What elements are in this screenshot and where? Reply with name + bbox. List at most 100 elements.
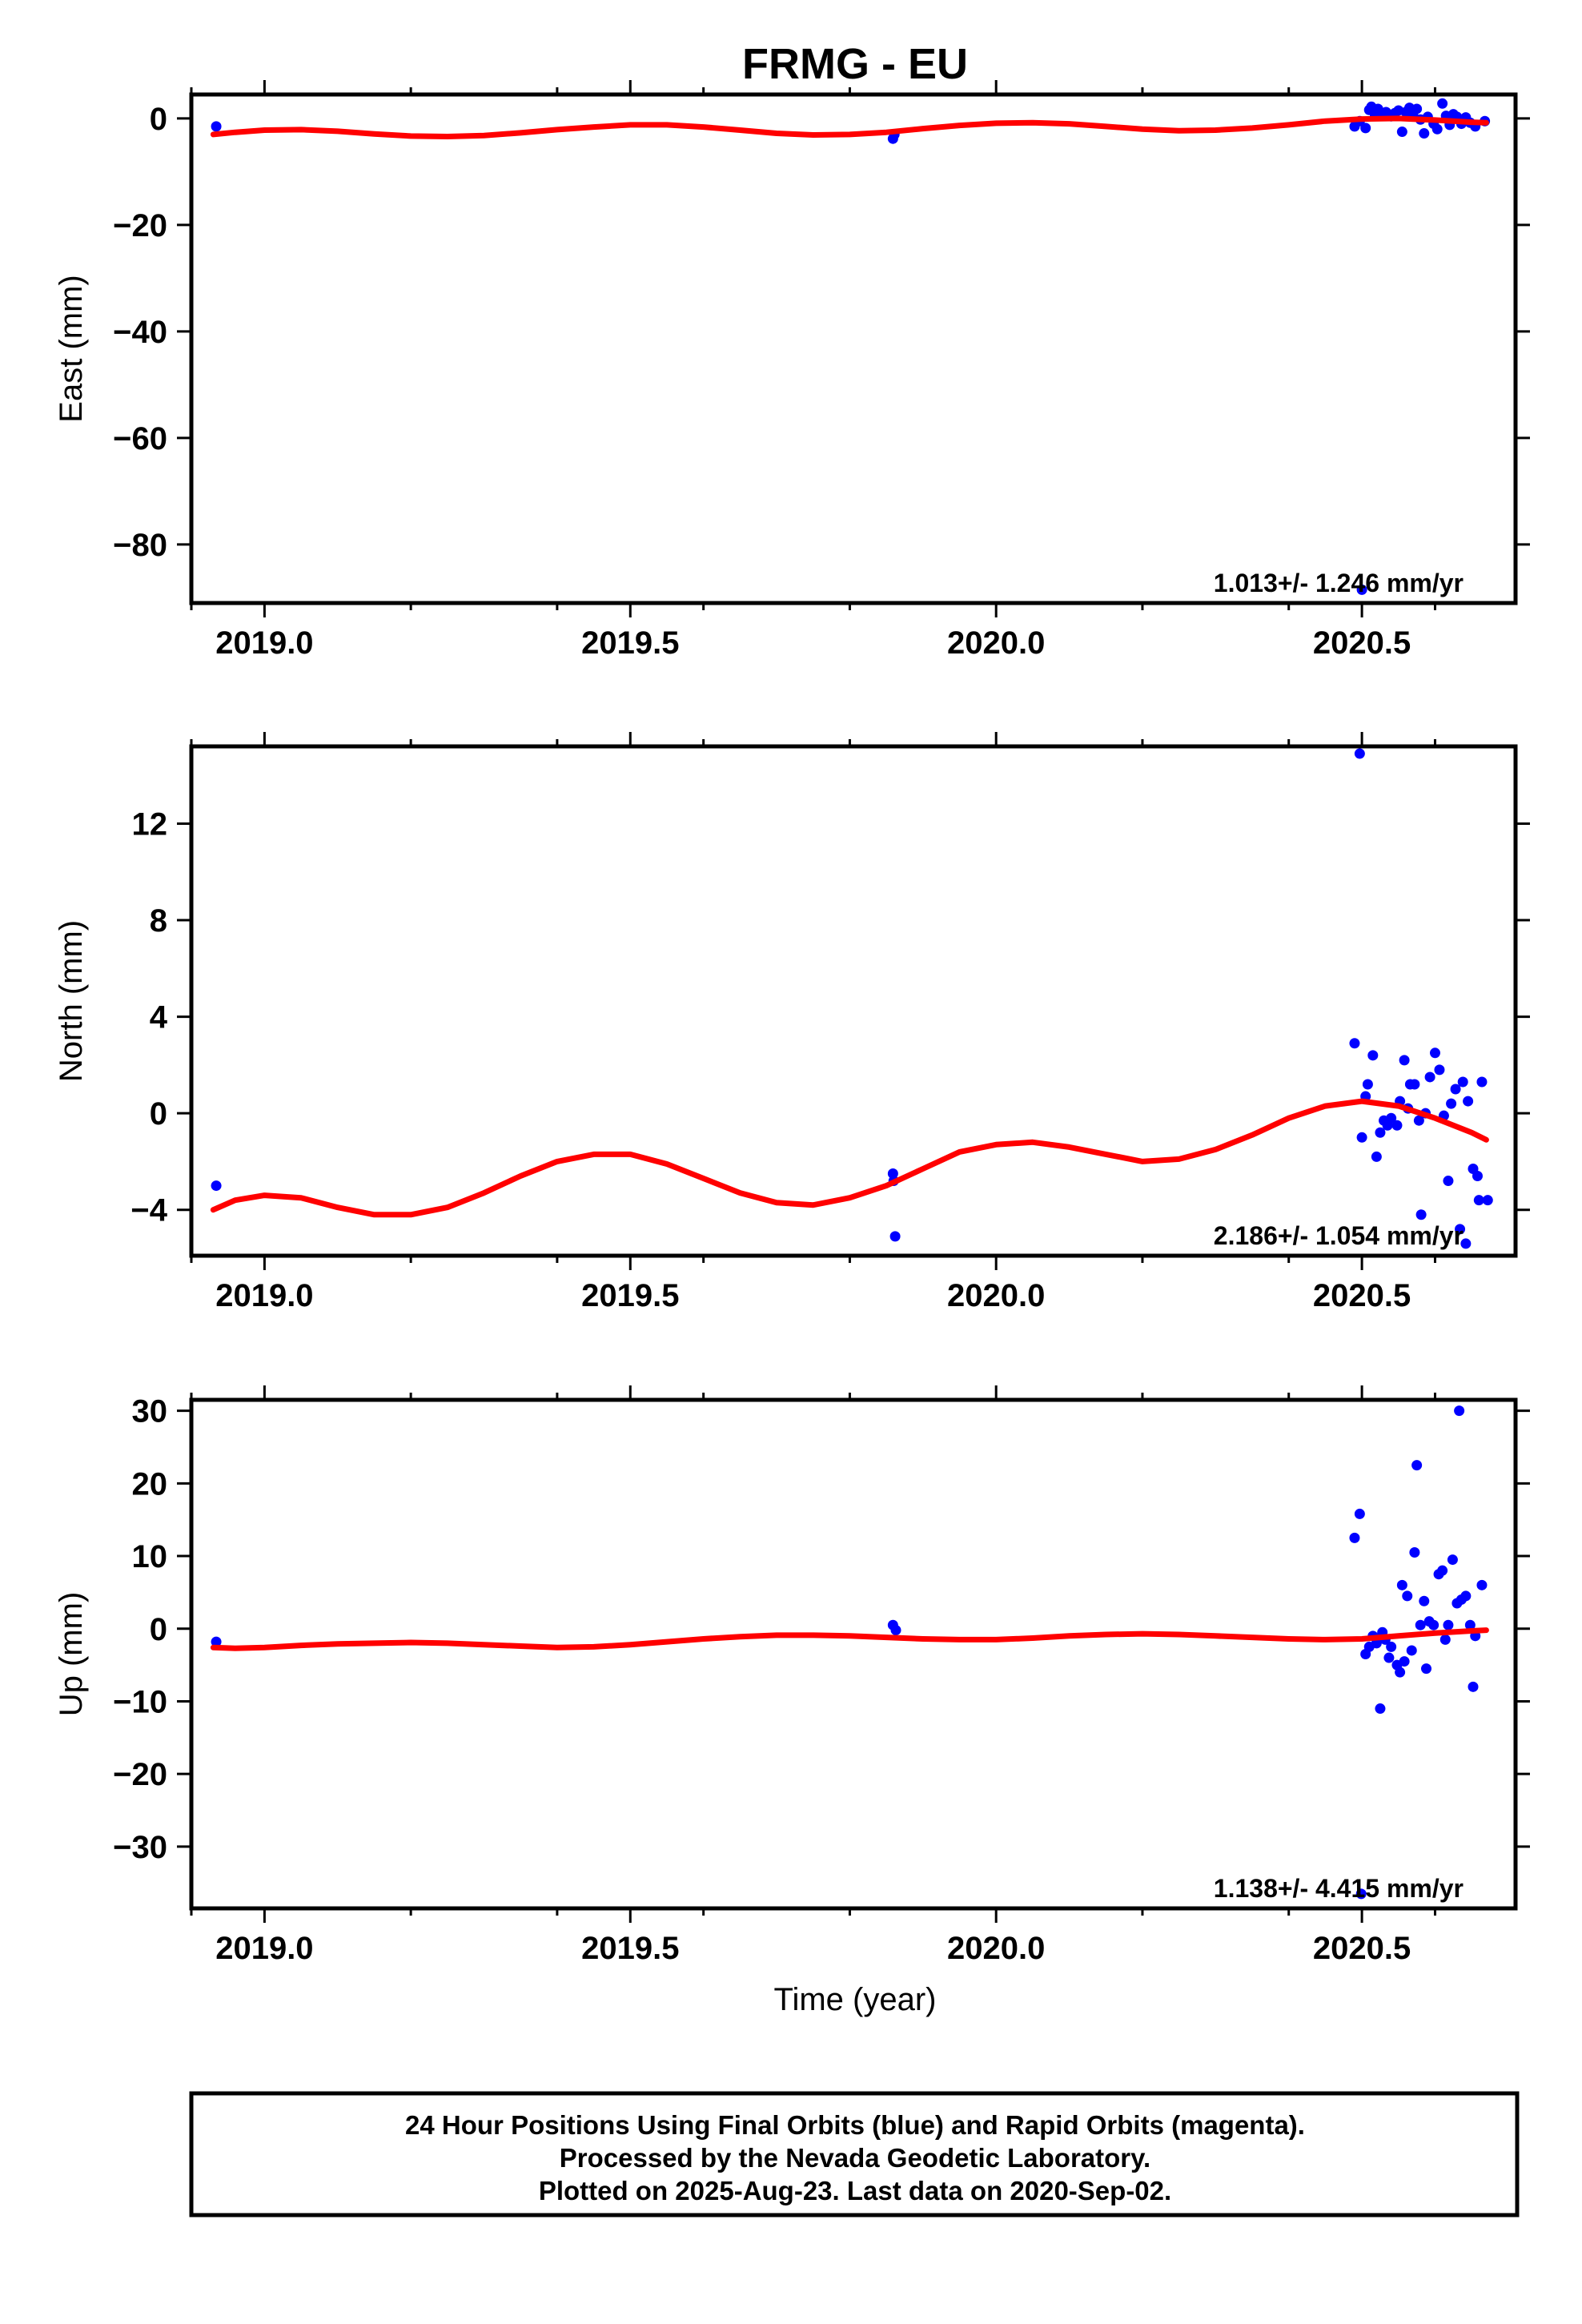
data-point (1468, 1681, 1479, 1692)
x-tick-label: 2020.0 (947, 625, 1045, 661)
data-point (1431, 123, 1443, 135)
data-point (1349, 1532, 1360, 1543)
data-point (1482, 1195, 1493, 1206)
data-point (1411, 103, 1423, 115)
data-point (1391, 1120, 1403, 1131)
data-point (1473, 1195, 1484, 1206)
y-tick-label: 30 (132, 1394, 168, 1429)
footer-line-2: Processed by the Nevada Geodetic Laborat… (560, 2143, 1150, 2173)
data-point (1396, 127, 1407, 138)
y-tick-label: −30 (113, 1830, 167, 1865)
data-point (1399, 1656, 1410, 1667)
x-tick-label: 2019.5 (581, 625, 679, 661)
data-point (211, 1636, 222, 1647)
data-point (1386, 1641, 1397, 1652)
y-tick-label: −60 (113, 421, 167, 456)
data-point (1415, 1209, 1427, 1220)
data-point (211, 1180, 222, 1192)
data-point (1375, 1127, 1386, 1138)
data-point (1355, 1888, 1367, 1900)
data-point (1362, 1079, 1373, 1090)
y-tick-label: 8 (150, 903, 167, 939)
x-tick-label: 2020.5 (1313, 1278, 1411, 1313)
data-point (1476, 1579, 1488, 1590)
plot-frame (189, 744, 1518, 1258)
data-point (1457, 1076, 1468, 1088)
plot-area (210, 748, 1493, 1249)
model-fit-line (210, 1098, 1489, 1218)
data-point (1419, 1595, 1430, 1606)
data-point (1447, 1554, 1458, 1566)
x-tick-label: 2020.0 (947, 1278, 1045, 1313)
data-point (1354, 1508, 1365, 1519)
data-point (1411, 1460, 1423, 1471)
plot-frame (189, 92, 1518, 605)
data-point (1454, 1405, 1465, 1417)
east-panel: 2019.0 2019.5 2020.0 2020.5 −80 −60 −40 −20 0 Eas… (54, 80, 1530, 661)
data-point (1413, 1115, 1424, 1126)
velocity-annotation: 2.186+/- 1.054 mm/yr (1214, 1221, 1464, 1250)
y-tick-label: 0 (150, 1612, 167, 1647)
data-point (1463, 1096, 1474, 1107)
data-point (1396, 1579, 1407, 1590)
y-tick-label: −4 (130, 1193, 167, 1228)
x-tick-label: 2020.5 (1313, 1931, 1411, 1966)
data-point (1383, 1652, 1395, 1663)
x-axis-label: Time (year) (774, 1982, 937, 2017)
y-tick-label: −80 (113, 528, 167, 563)
velocity-annotation: 1.138+/- 4.415 mm/yr (1214, 1874, 1464, 1903)
up-panel: 2019.0 2019.5 2020.0 2020.5 −30 −20 −10 0 10 20 30… (54, 1385, 1530, 1966)
footer-line-3: Plotted on 2025-Aug-23. Last data on 202… (539, 2176, 1171, 2205)
footer-box (189, 2091, 1520, 2217)
data-point (1437, 1565, 1448, 1576)
data-point (1428, 1619, 1439, 1630)
data-point (1399, 1055, 1410, 1066)
y-tick-label: 0 (150, 102, 167, 137)
data-point (1409, 1079, 1420, 1090)
data-point (889, 1231, 901, 1242)
data-point (1415, 1619, 1426, 1630)
x-tick-label: 2020.5 (1313, 625, 1411, 661)
data-point (1460, 1590, 1472, 1602)
data-point (1421, 1663, 1432, 1675)
data-point (1472, 1171, 1483, 1182)
velocity-annotation: 1.013+/- 1.246 mm/yr (1214, 569, 1464, 597)
model-fit-line (210, 115, 1489, 139)
x-tick-label: 2019.0 (215, 1931, 313, 1966)
plot-area (210, 1405, 1489, 1900)
data-point (1354, 748, 1365, 759)
y-tick-label: 0 (150, 1096, 167, 1132)
figure-title: FRMG - EU (742, 40, 968, 88)
data-point (211, 121, 222, 132)
plot-frame (189, 1397, 1518, 1911)
y-axis-label: East (mm) (54, 275, 89, 422)
data-point (1450, 1084, 1461, 1095)
x-tick-label: 2020.0 (947, 1931, 1045, 1966)
data-point (1455, 1224, 1466, 1235)
data-point (1460, 1238, 1472, 1249)
data-point (1409, 1547, 1420, 1558)
data-point (1406, 1645, 1417, 1656)
data-point (1429, 1047, 1440, 1059)
y-tick-label: −20 (113, 1757, 167, 1792)
data-point (1356, 584, 1367, 595)
x-tick-label: 2019.0 (215, 625, 313, 661)
y-tick-label: 20 (132, 1466, 168, 1502)
model-fit-line (210, 1627, 1489, 1651)
footer-line-1: 24 Hour Positions Using Final Orbits (bl… (405, 2110, 1305, 2140)
data-point (1395, 1667, 1406, 1678)
data-point (1386, 1112, 1397, 1124)
y-axis-label: North (mm) (54, 920, 89, 1082)
data-point (1419, 128, 1430, 139)
y-tick-label: −10 (113, 1684, 167, 1719)
y-tick-label: −40 (113, 315, 167, 350)
y-tick-label: 4 (150, 1000, 168, 1035)
data-point (1360, 123, 1371, 134)
data-point (1434, 1064, 1445, 1076)
y-tick-label: −20 (113, 208, 167, 243)
data-point (1367, 1050, 1379, 1061)
y-tick-label: 10 (132, 1539, 168, 1574)
x-tick-label: 2019.5 (581, 1278, 679, 1313)
data-point (1443, 1176, 1454, 1187)
